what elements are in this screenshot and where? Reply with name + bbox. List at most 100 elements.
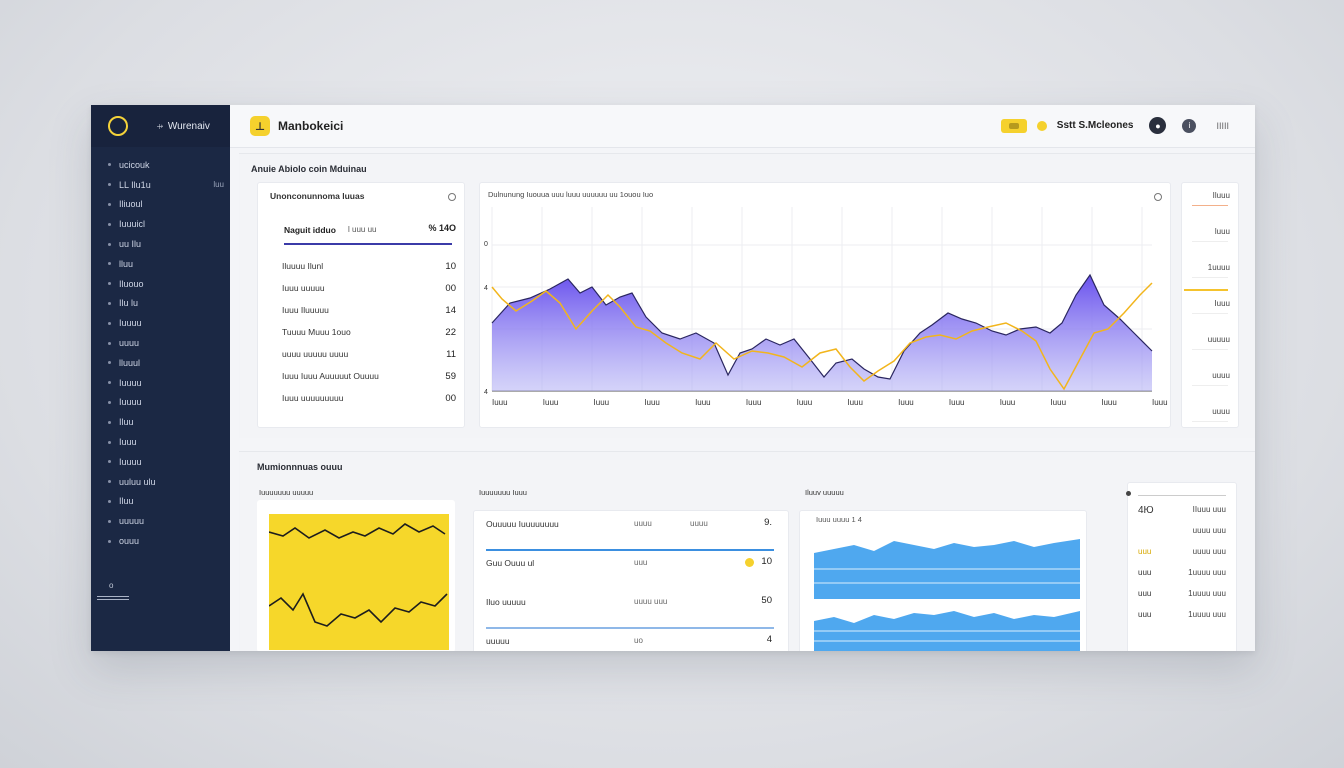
right-rail-divider	[1192, 421, 1228, 422]
yellow-line-series	[491, 282, 1153, 391]
profile-icon[interactable]: ●	[1149, 117, 1167, 134]
list-row-label[interactable]: Guu Ouuu ul	[486, 558, 535, 568]
sidebar-item[interactable]: ucicouk	[91, 155, 230, 175]
summary-row-label[interactable]: Iuuu uuuuu	[282, 283, 325, 293]
list-row-mid: uuu	[634, 558, 648, 567]
sidebar-brand[interactable]: ⍆ Wurenaiv	[156, 118, 210, 134]
sidebar-item[interactable]: uu Ilu	[91, 234, 230, 254]
right-rail-divider	[1192, 241, 1228, 242]
list-row-value: 4	[766, 634, 772, 645]
sidebar-item[interactable]: Ilu lu	[91, 294, 230, 314]
bullet-icon	[108, 262, 111, 266]
menu-label[interactable]: IIIII	[1216, 120, 1229, 131]
sidebar-item-label: uuuu	[119, 338, 140, 349]
toggle-icon[interactable]	[1000, 118, 1027, 133]
bullet-icon	[108, 163, 111, 167]
list-row-label[interactable]: Iluo uuuuu	[486, 597, 526, 607]
app-title: Manbokeici	[278, 119, 344, 133]
summary-row-label[interactable]: Iuuu Iluuuuu	[282, 305, 329, 315]
x-tick-label: Iuuu	[1101, 398, 1117, 407]
sidebar-item[interactable]: Iuuuu	[91, 373, 230, 393]
sidebar-item[interactable]: lluuul	[91, 353, 230, 373]
sidebar-item[interactable]: uuuuu	[91, 511, 230, 531]
list-row-label[interactable]: uuuuu	[486, 636, 510, 646]
right-rail-yellow-bar	[1184, 289, 1228, 291]
y-tick-label: 4	[484, 285, 488, 292]
x-tick-label: Iuuu	[594, 398, 610, 407]
list-row-divider	[486, 549, 774, 551]
right-rail-divider	[1192, 205, 1228, 206]
summary-row-label[interactable]: Iuuu Iuuu Auuuuut Ouuuu	[282, 371, 379, 381]
sidebar-item[interactable]: uuluu ulu	[91, 472, 230, 492]
right-rail-item[interactable]: uuuu	[1212, 407, 1230, 416]
bullet-icon	[108, 539, 111, 543]
summary-row-label[interactable]: Iuuu uuuuuuuuu	[282, 393, 344, 403]
right-rail-item[interactable]: 1uuuu	[1207, 263, 1230, 272]
sidebar-item[interactable]: ouuu	[91, 531, 230, 551]
x-tick-label: Iuuu	[1050, 398, 1066, 407]
sidebar-item[interactable]: Iuuuu	[91, 452, 230, 472]
summary-row-value: 14	[445, 305, 456, 316]
summary-card: Unonconunnoma luuas Naguit idduo l uuu u…	[257, 182, 465, 428]
summary-row-label[interactable]: uuuu uuuuu uuuu	[282, 349, 349, 359]
stats-list-right: uuuu uuu	[1192, 547, 1226, 556]
sidebar-item[interactable]: Iuuuicl	[91, 214, 230, 234]
bullet-icon	[108, 420, 111, 424]
summary-card-title: Unonconunnoma luuas	[270, 191, 365, 201]
y-tick-label: 0	[484, 241, 488, 248]
x-tick-label: Iuuu	[1152, 398, 1168, 407]
main-chart-title: Dulnunung Iuouua uuu luuu uuuuuu uu 1ouo…	[488, 190, 654, 199]
sidebar-item-label: uu Ilu	[119, 239, 142, 250]
sidebar-item[interactable]: Iliuoul	[91, 195, 230, 215]
summary-row-label[interactable]: Tuuuu Muuu 1ouo	[282, 327, 351, 337]
sidebar-item-label: uuluu ulu	[119, 476, 156, 487]
sidebar-item[interactable]: Iuuu	[91, 432, 230, 452]
right-rail-item[interactable]: Iluuu	[1212, 191, 1230, 200]
sidebar-item[interactable]: Iluu	[91, 492, 230, 512]
bullet-icon	[108, 301, 111, 305]
sidebar-item[interactable]: uuuu	[91, 333, 230, 353]
sidebar-item-label: Iuuuu	[119, 397, 142, 408]
sidebar-footer: o	[97, 581, 129, 602]
sidebar-item[interactable]: Iuuuu	[91, 313, 230, 333]
right-rail-divider	[1192, 349, 1228, 350]
sidebar-item[interactable]: LL Ilu1u luu	[91, 175, 230, 195]
blue-chart	[814, 539, 1080, 651]
main-chart-card: Dulnunung Iuouua uuu luuu uuuuuu uu 1ouo…	[479, 182, 1171, 428]
stats-list-right: IIuuu uuu	[1192, 505, 1226, 514]
stats-list-left: uuu	[1138, 589, 1152, 598]
right-rail-item[interactable]: luuu	[1214, 227, 1230, 236]
right-rail-item[interactable]: uuuu	[1212, 371, 1230, 380]
summary-row-value: 10	[445, 261, 456, 272]
app-logo-icon[interactable]: ⊥	[250, 116, 270, 136]
right-rail-item[interactable]: Iuuu	[1214, 299, 1230, 308]
summary-row-label[interactable]: Iluuuu Ilunl	[282, 261, 324, 271]
hamburger-icon[interactable]	[97, 596, 129, 600]
sidebar-item-label: Iluu	[119, 417, 134, 428]
info-icon[interactable]: i	[1182, 118, 1197, 133]
sidebar-header: ⍆ Wurenaiv	[91, 105, 230, 147]
sidebar-item-label: Iliuoul	[119, 199, 143, 210]
account-name[interactable]: Sstt S.Mcleones	[1056, 120, 1134, 131]
metrics-section: Mumionnnuas ouuu Iuuuuuuu uuuuu Iuuuuuuu…	[239, 451, 1255, 651]
summary-search-label: Naguit idduo	[284, 225, 336, 235]
stats-list-dot-icon	[1126, 491, 1131, 496]
sidebar-item[interactable]: Iuuuu	[91, 393, 230, 413]
sidebar-item[interactable]: Iluouo	[91, 274, 230, 294]
sidebar-item[interactable]: Iluu	[91, 412, 230, 432]
settings-icon[interactable]	[448, 193, 456, 201]
stats-list-right: 1uuuu uuu	[1188, 589, 1226, 598]
sidebar-item-label: lluu	[119, 258, 134, 269]
blue-chart-card: Iuuu uuuu 1 4	[799, 510, 1087, 651]
blue-chart-header: Iuuu uuuu 1 4	[816, 515, 862, 524]
chart-options-icon[interactable]	[1154, 193, 1162, 201]
right-rail-item[interactable]: uuuuu	[1207, 335, 1230, 344]
list-row-value: 50	[761, 595, 772, 606]
x-tick-label: Iuuu	[644, 398, 660, 407]
summary-search-row[interactable]: Naguit idduo l uuu uu % 14O	[284, 223, 456, 245]
y-tick-label: 4	[484, 389, 488, 396]
bullet-icon	[108, 242, 111, 246]
logo-ring-icon[interactable]	[108, 116, 128, 136]
list-row-label[interactable]: Ouuuuu Iuuuuuuuu	[486, 519, 559, 529]
sidebar-item[interactable]: lluu	[91, 254, 230, 274]
